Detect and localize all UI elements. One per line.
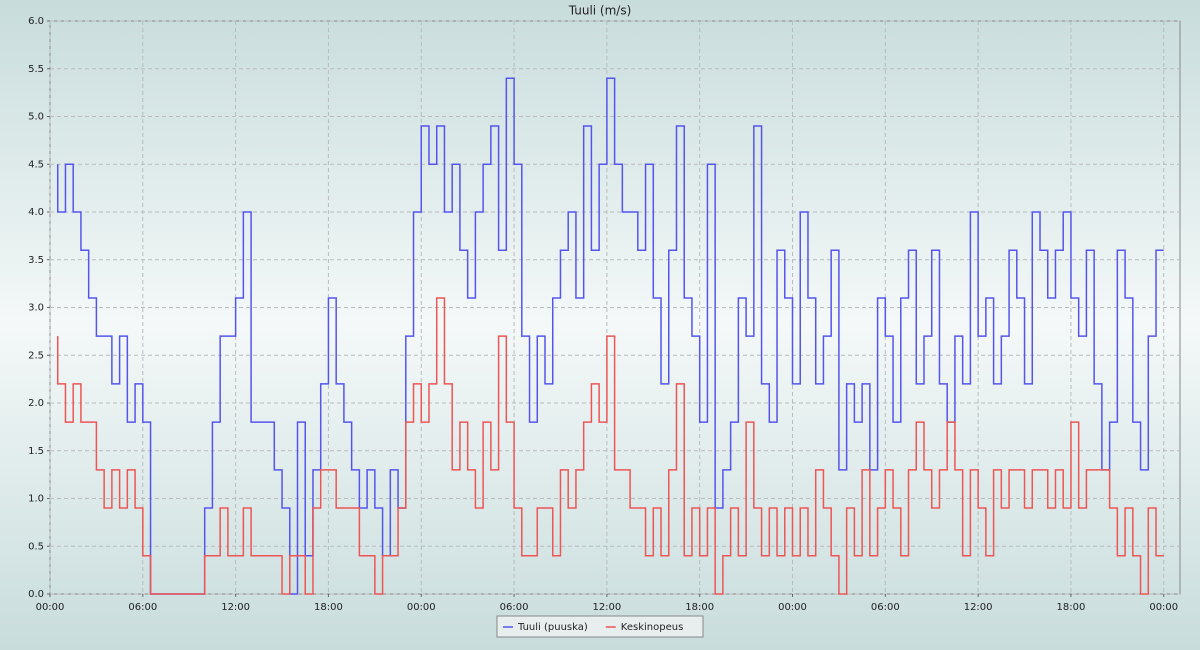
y-tick-label: 1.5	[28, 446, 44, 457]
y-tick-label: 0.5	[28, 541, 44, 552]
y-tick-label: 2.0	[28, 398, 44, 409]
series-line	[56, 297, 1164, 595]
x-tick-label: 06:00	[500, 602, 529, 613]
x-tick-label: 12:00	[964, 602, 993, 613]
y-tick-label: 5.0	[28, 112, 44, 123]
x-tick-label: 12:00	[221, 602, 250, 613]
x-tick-label: 00:00	[36, 602, 65, 613]
series-line	[56, 77, 1164, 595]
x-tick-label: 12:00	[592, 602, 621, 613]
y-tick-label: 0.0	[28, 589, 44, 600]
legend-label: Keskinopeus	[621, 622, 684, 633]
x-tick-label: 06:00	[871, 602, 900, 613]
y-tick-label: 5.5	[28, 64, 44, 75]
x-tick-label: 00:00	[1149, 602, 1178, 613]
y-tick-label: 4.0	[28, 207, 44, 218]
x-tick-label: 18:00	[685, 602, 714, 613]
x-tick-label: 06:00	[128, 602, 157, 613]
y-tick-label: 3.0	[28, 303, 44, 314]
x-tick-label: 00:00	[778, 602, 807, 613]
y-tick-label: 6.0	[28, 16, 44, 27]
legend-box	[496, 615, 704, 638]
y-tick-label: 4.5	[28, 159, 44, 170]
legend-label: Tuuli (puuska)	[517, 622, 588, 633]
x-tick-label: 18:00	[1057, 602, 1086, 613]
y-tick-label: 1.0	[28, 494, 44, 505]
y-tick-label: 2.5	[28, 350, 44, 361]
chart-title: Tuuli (m/s)	[568, 4, 632, 18]
x-tick-label: 18:00	[314, 602, 343, 613]
y-tick-label: 3.5	[28, 255, 44, 266]
x-tick-label: 00:00	[407, 602, 436, 613]
